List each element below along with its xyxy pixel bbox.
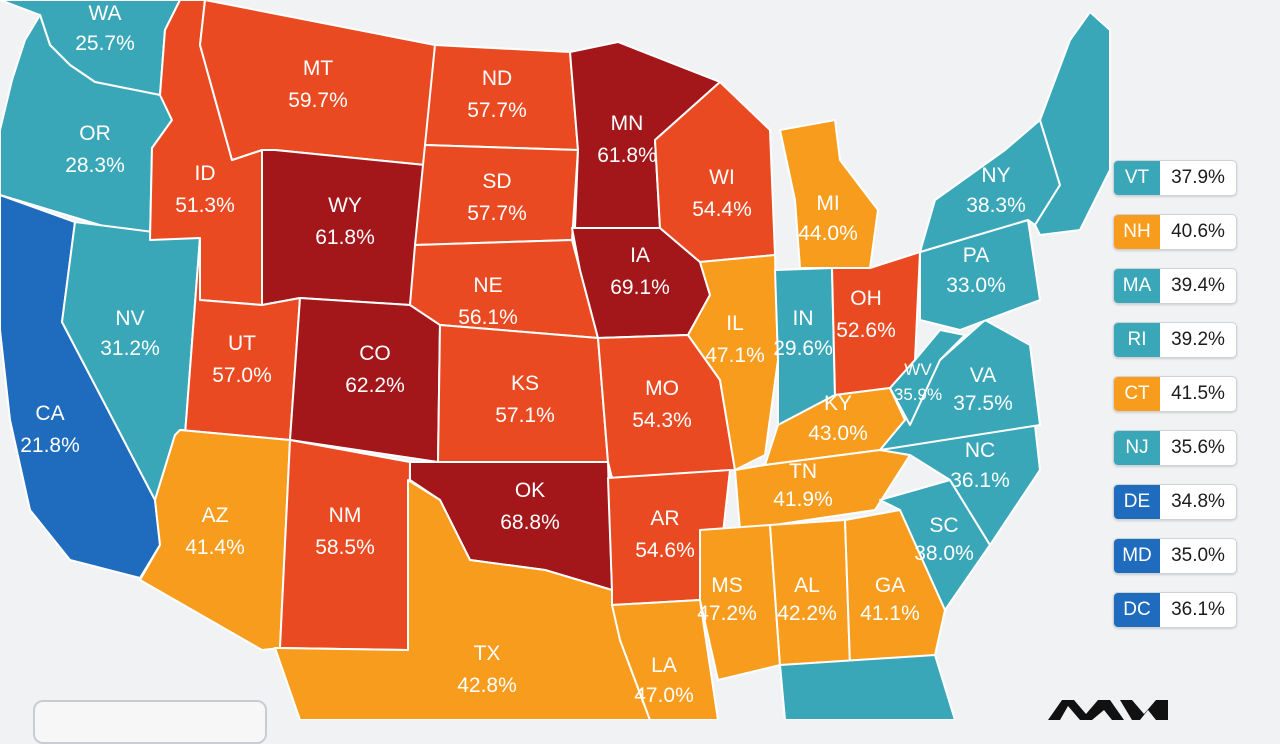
state-wy[interactable] — [261, 149, 426, 306]
state-sc[interactable] — [879, 479, 991, 611]
legend-state-value: 35.6% — [1171, 437, 1225, 458]
map-inset-box — [33, 700, 267, 744]
legend-item-nj[interactable]: NJ 35.6% — [1113, 430, 1237, 466]
state-fl[interactable] — [779, 654, 956, 720]
state-mi[interactable] — [779, 119, 879, 269]
legend-state-value: 36.1% — [1171, 599, 1225, 620]
legend-item-ct[interactable]: CT 41.5% — [1113, 376, 1237, 412]
legend-state-code: RI — [1114, 323, 1160, 357]
legend-item-md[interactable]: MD 35.0% — [1113, 538, 1237, 574]
state-ga[interactable] — [844, 509, 946, 666]
state-co[interactable] — [289, 297, 441, 463]
us-state-map: WA25.7%OR28.3%CA21.8%NV31.2%ID51.3%MT59.… — [0, 0, 1111, 720]
state-nd[interactable] — [424, 44, 579, 151]
legend-item-vt[interactable]: VT 37.9% — [1113, 160, 1237, 196]
state-ks[interactable] — [437, 324, 609, 463]
state-al[interactable] — [769, 519, 851, 666]
legend-state-code: MA — [1114, 269, 1160, 303]
legend-state-code: MD — [1114, 539, 1160, 573]
state-la[interactable] — [611, 599, 719, 720]
legend-state-code: DE — [1114, 485, 1160, 519]
legend-state-value: 39.2% — [1171, 329, 1225, 350]
legend-state-code: NH — [1114, 215, 1160, 249]
legend-state-code: NJ — [1114, 431, 1160, 465]
legend-item-ma[interactable]: MA 39.4% — [1113, 268, 1237, 304]
legend-state-value: 37.9% — [1171, 167, 1225, 188]
legend-item-nh[interactable]: NH 40.6% — [1113, 214, 1237, 250]
legend-state-value: 34.8% — [1171, 491, 1225, 512]
state-wv[interactable] — [889, 329, 966, 426]
legend-state-value: 41.5% — [1171, 383, 1225, 404]
brand-logo — [1048, 700, 1168, 720]
legend-state-value: 35.0% — [1171, 545, 1225, 566]
state-nm[interactable] — [279, 439, 411, 651]
legend-item-de[interactable]: DE 34.8% — [1113, 484, 1237, 520]
legend-state-value: 39.4% — [1171, 275, 1225, 296]
state-ms[interactable] — [699, 524, 781, 681]
state-ne-region[interactable] — [1034, 11, 1111, 236]
legend-state-code: CT — [1114, 377, 1160, 411]
legend-item-ri[interactable]: RI 39.2% — [1113, 322, 1237, 358]
legend-state-value: 40.6% — [1171, 221, 1225, 242]
state-mt[interactable] — [199, 0, 436, 166]
legend-state-code: VT — [1114, 161, 1160, 195]
legend-item-dc[interactable]: DC 36.1% — [1113, 592, 1237, 628]
legend-state-code: DC — [1114, 593, 1160, 627]
state-ne[interactable] — [409, 239, 599, 339]
state-sd[interactable] — [414, 144, 579, 246]
